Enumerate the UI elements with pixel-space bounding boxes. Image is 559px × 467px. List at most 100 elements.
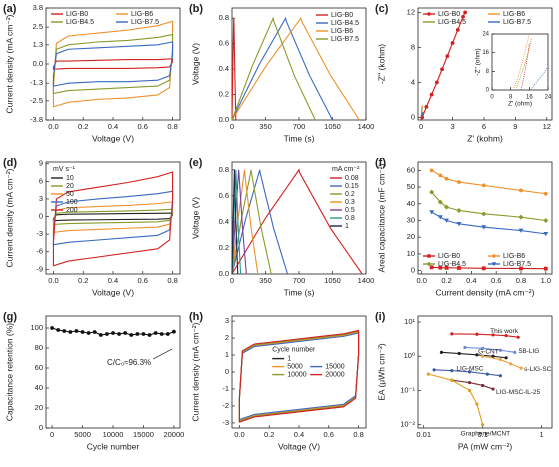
marker bbox=[450, 41, 455, 45]
marker bbox=[74, 329, 79, 333]
marker bbox=[457, 180, 461, 184]
y-tick-label: 0.4 bbox=[219, 64, 229, 73]
marker bbox=[467, 380, 472, 385]
panel-label: (a) bbox=[3, 3, 17, 15]
y-tick-label: -2.5 bbox=[30, 96, 43, 105]
marker bbox=[445, 54, 450, 59]
marker bbox=[513, 350, 517, 354]
y-tick-label: 3 bbox=[225, 316, 229, 325]
y-tick-label: 50 bbox=[407, 182, 415, 191]
x-axis-label: Time (s) bbox=[284, 133, 315, 143]
marker bbox=[519, 188, 523, 193]
y-tick-label: 40 bbox=[407, 199, 415, 208]
x-tick-label: 1050 bbox=[324, 276, 341, 285]
y-tick-label: 0.0 bbox=[219, 269, 229, 278]
x-tick-label: 0.6 bbox=[138, 122, 148, 131]
marker bbox=[117, 332, 121, 336]
marker bbox=[518, 228, 524, 233]
x-axis-label: Voltage (V) bbox=[92, 287, 134, 297]
marker bbox=[456, 207, 462, 213]
legend-label: LIG-B0 bbox=[438, 253, 460, 260]
marker bbox=[491, 354, 495, 358]
marker bbox=[147, 333, 152, 337]
x-axis-label: Voltage (V) bbox=[278, 441, 320, 451]
y-tick-label: 4 bbox=[411, 77, 415, 86]
legend-label: LIG-B4.5 bbox=[66, 19, 94, 26]
legend-label: LIG-B6 bbox=[131, 11, 153, 18]
series-label: LIG-MSC-IL-25 bbox=[496, 389, 540, 396]
marker bbox=[457, 266, 461, 270]
x-tick-label: 350 bbox=[259, 276, 272, 285]
y-tick-label: 0.6 bbox=[219, 191, 229, 200]
y-tick-label: 10⁻² bbox=[400, 420, 415, 429]
series-line bbox=[512, 33, 530, 91]
marker bbox=[455, 27, 460, 32]
inset-frame bbox=[491, 33, 549, 91]
marker bbox=[450, 378, 454, 382]
y-tick-label: 10⁻¹ bbox=[400, 385, 415, 394]
series-line bbox=[231, 16, 316, 121]
legend-label: 0.15 bbox=[345, 183, 359, 190]
x-tick-label: 0.0 bbox=[48, 122, 58, 131]
legend-label: 10 bbox=[66, 175, 74, 182]
x-tick-label: 15000 bbox=[133, 430, 154, 439]
x-tick-label: 1400 bbox=[358, 276, 375, 285]
series-line bbox=[231, 169, 247, 275]
marker bbox=[429, 210, 435, 215]
marker bbox=[481, 183, 486, 188]
annotation: C/C₀≈96.3% bbox=[107, 358, 151, 367]
marker bbox=[429, 189, 435, 195]
x-tick-label: 0.01 bbox=[416, 430, 431, 439]
y-tick-label: 0.0 bbox=[219, 115, 229, 124]
legend-label: LIG-B7.5 bbox=[503, 261, 531, 268]
marker bbox=[475, 332, 479, 336]
marker bbox=[461, 14, 465, 19]
marker bbox=[467, 388, 472, 393]
marker bbox=[543, 218, 549, 224]
x-tick-label: 12 bbox=[543, 122, 551, 131]
series-line bbox=[231, 168, 363, 275]
y-tick-label: 20 bbox=[407, 232, 415, 241]
x-tick-label: 0.0 bbox=[48, 276, 58, 285]
legend-label: LIG-B7.5 bbox=[131, 19, 159, 26]
x-tick-label: 5000 bbox=[74, 430, 91, 439]
legend-label: LIG-B6 bbox=[331, 28, 353, 35]
marker bbox=[123, 331, 128, 335]
y-tick-label: 0 bbox=[411, 112, 415, 121]
series-line bbox=[464, 346, 515, 353]
marker bbox=[509, 362, 513, 366]
x-axis-label: Current density (mA cm⁻²) bbox=[436, 287, 535, 297]
y-tick-label: 0.4 bbox=[219, 217, 229, 226]
marker bbox=[80, 330, 85, 334]
legend-label: 10000 bbox=[287, 371, 307, 378]
marker bbox=[105, 332, 109, 336]
legend-label: LIG-B6 bbox=[503, 11, 525, 18]
y-tick-label: 16 bbox=[482, 50, 489, 56]
marker bbox=[481, 383, 485, 388]
legend-label: LIG-B4.5 bbox=[331, 20, 359, 27]
y-tick-label: 0.8 bbox=[219, 13, 229, 22]
marker bbox=[498, 348, 503, 352]
series-line bbox=[52, 201, 174, 233]
y-axis-label: Current density (mA cm⁻²) bbox=[4, 14, 14, 113]
marker bbox=[519, 266, 523, 271]
series-line bbox=[231, 169, 259, 275]
y-axis-label: Voltage (V) bbox=[190, 197, 200, 239]
legend-label: LIG-B7.5 bbox=[503, 19, 531, 26]
marker bbox=[475, 353, 479, 357]
x-tick-label: 1050 bbox=[324, 122, 341, 131]
marker bbox=[159, 332, 164, 336]
y-tick-label: 100 bbox=[30, 323, 43, 332]
y-tick-label: 0.2 bbox=[219, 243, 229, 252]
x-axis-label: Cycle number bbox=[87, 441, 140, 451]
legend-label: 20000 bbox=[325, 371, 345, 378]
y-tick-label: 0 bbox=[411, 266, 415, 275]
legend-label: 200 bbox=[66, 207, 78, 214]
series-label: Graphene/MCNT bbox=[461, 430, 511, 437]
y-tick-label: 0 bbox=[39, 423, 43, 432]
legend-label: LIG-B7.5 bbox=[331, 36, 359, 43]
series-line bbox=[530, 66, 549, 91]
legend-label: 0.8 bbox=[345, 215, 355, 222]
y-tick-label: 60 bbox=[407, 165, 415, 174]
legend-label: 50 bbox=[66, 191, 74, 198]
